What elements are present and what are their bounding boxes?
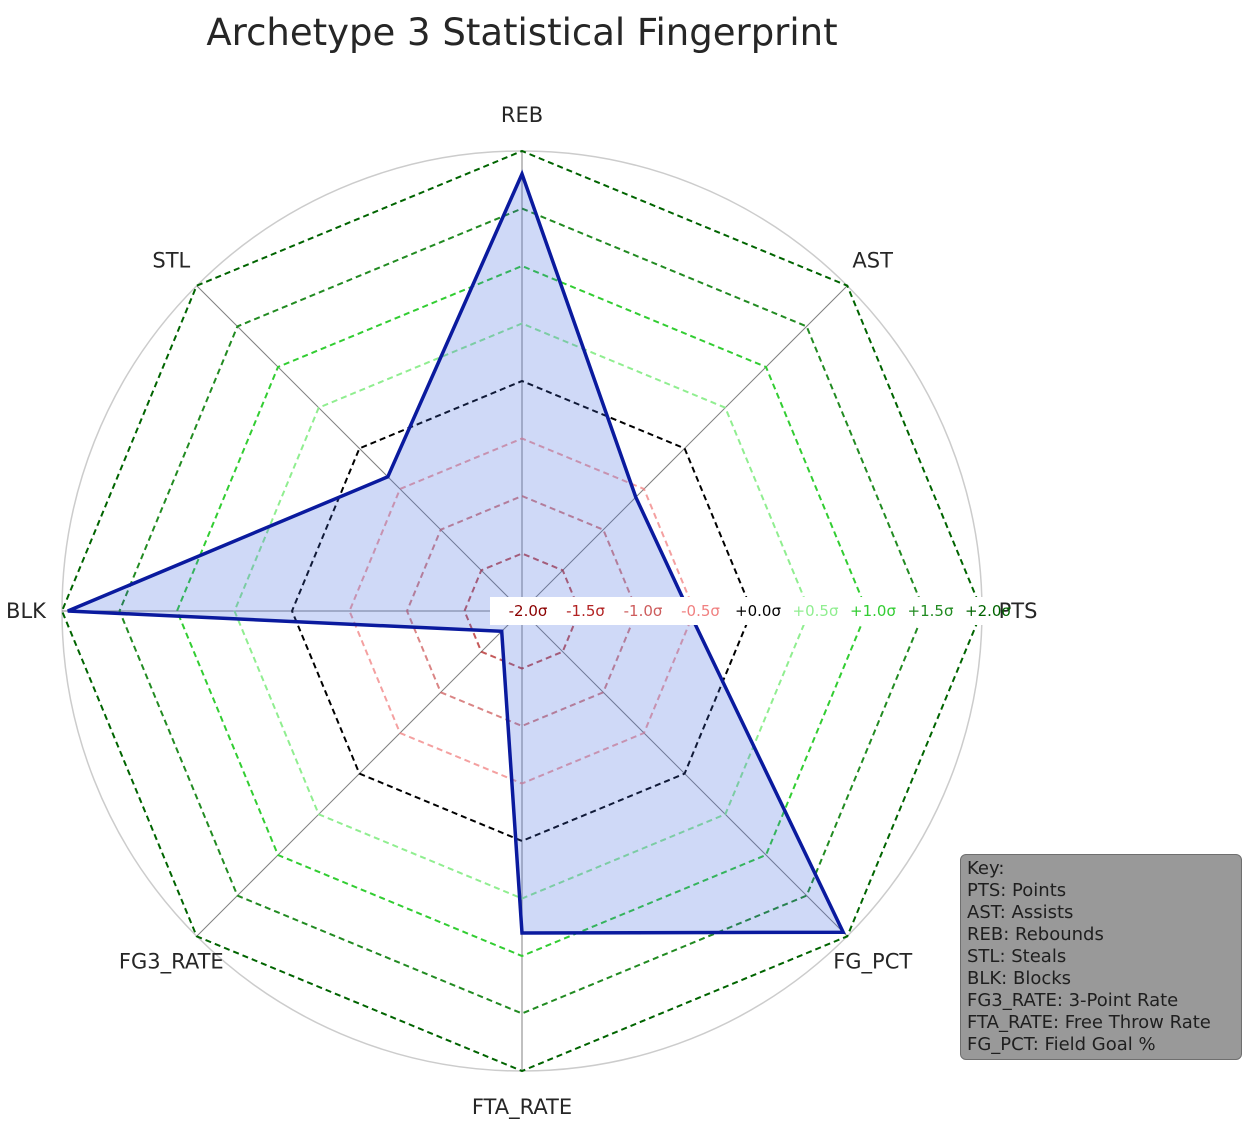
axis-label-blk: BLK	[6, 599, 47, 623]
spoke-stl	[196, 285, 523, 612]
sigma-label-band	[490, 597, 1000, 625]
sigma-tick-label: -0.5σ	[681, 602, 720, 620]
key-entry: FG3_RATE: 3-Point Rate	[967, 990, 1179, 1011]
series-area	[67, 174, 844, 933]
key-title: Key:	[967, 858, 1005, 879]
axis-label-ast: AST	[852, 248, 893, 272]
key-entry: STL: Steals	[967, 946, 1067, 967]
sigma-gridline	[290, 379, 754, 843]
sigma-tick-label: +0.5σ	[793, 602, 839, 620]
sigma-tick-label: +0.0σ	[735, 602, 781, 620]
axis-label-pts: PTS	[999, 599, 1038, 623]
sigma-gridline	[405, 494, 639, 728]
sigma-gridline	[233, 322, 811, 900]
series-line	[67, 169, 846, 935]
key-entry: REB: Rebounds	[967, 924, 1104, 945]
series-layer	[67, 169, 846, 935]
sigma-tick-label: -2.0σ	[509, 602, 548, 620]
sigma-gridline	[118, 207, 926, 1015]
spoke-ast	[521, 285, 848, 612]
sigma-tick-label: -1.0σ	[624, 602, 663, 620]
axis-label-stl: STL	[152, 248, 190, 272]
key-entry: FTA_RATE: Free Throw Rate	[967, 1012, 1211, 1033]
sigma-tick-label: +1.5σ	[908, 602, 954, 620]
axis-label-fta-rate: FTA_RATE	[472, 1095, 572, 1120]
axis-label-layer: PTS AST REB STL BLK FG3_RATE FTA_RATE FG_PCT	[6, 103, 1037, 1120]
key-legend: Key: PTS: Points AST: Assists REB: Rebou…	[960, 854, 1242, 1060]
sigma-gridline	[348, 437, 696, 785]
sigma-gridline	[175, 264, 869, 958]
key-entry: FG_PCT: Field Goal %	[967, 1034, 1156, 1055]
sigma-tick-label: -1.5σ	[566, 602, 605, 620]
sigma-gridline	[463, 552, 581, 670]
axis-label-fg-pct: FG_PCT	[833, 950, 912, 975]
key-entry: BLK: Blocks	[967, 968, 1072, 989]
sigma-tick-label: +2.0σ	[965, 602, 1011, 620]
chart-title: Archetype 3 Statistical Fingerprint	[206, 11, 837, 54]
key-entry: AST: Assists	[967, 902, 1074, 923]
sigma-label-layer: -2.0σ -1.5σ -1.0σ -0.5σ +0.0σ +0.5σ +1.0σ +1.5σ…	[490, 597, 1011, 625]
key-entry: PTS: Points	[967, 880, 1067, 901]
sigma-tick-label: +1.0σ	[850, 602, 896, 620]
grid-layer	[60, 149, 984, 1073]
axis-label-fg3-rate: FG3_RATE	[119, 950, 224, 975]
axis-label-reb: REB	[501, 103, 543, 127]
